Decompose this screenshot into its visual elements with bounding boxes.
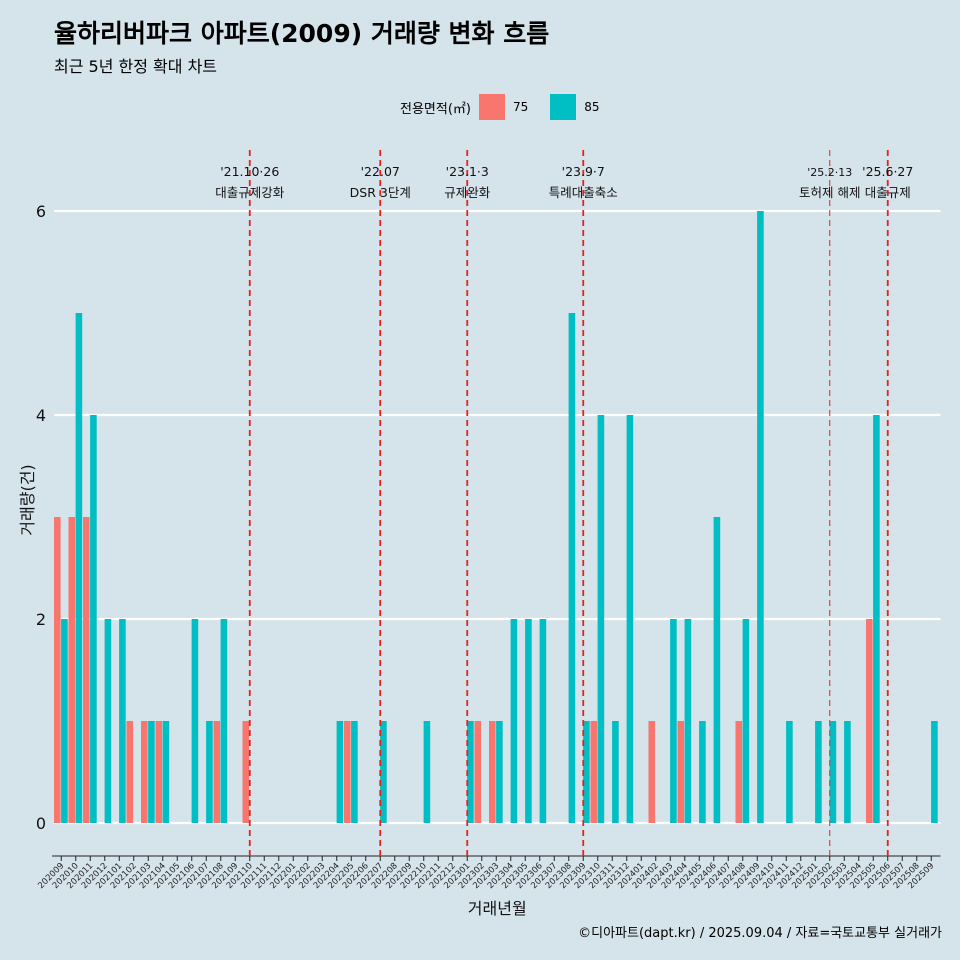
y-axis-title: 거래량(건) bbox=[18, 464, 37, 535]
bar-75-202505 bbox=[866, 619, 873, 823]
bar-85-202303 bbox=[496, 721, 503, 823]
chart-subtitle: 최근 5년 한정 확대 차트 bbox=[54, 57, 218, 76]
y-tick-label: 6 bbox=[36, 202, 46, 221]
bar-75-202009 bbox=[54, 517, 61, 823]
event-date: '23.9·7 bbox=[562, 164, 605, 179]
bar-85-202207 bbox=[380, 721, 387, 823]
y-tick-label: 0 bbox=[36, 814, 46, 833]
event-label: 토허제 해제 bbox=[799, 185, 860, 200]
bar-75-202011 bbox=[83, 517, 90, 823]
bar-85-202103 bbox=[148, 721, 155, 823]
caption: ©디아파트(dapt.kr) / 2025.09.04 / 자료=국토교통부 실… bbox=[578, 926, 942, 941]
bar-85-202312 bbox=[626, 415, 634, 823]
legend-label-75: 75 bbox=[512, 100, 529, 114]
bar-85-202502 bbox=[829, 721, 837, 823]
bar-75-202104 bbox=[155, 721, 163, 823]
bar-85-202108 bbox=[220, 619, 228, 823]
bar-85-202010 bbox=[75, 313, 83, 823]
legend-title: 전용면적(㎡) bbox=[400, 101, 471, 117]
bar-85-202204 bbox=[336, 721, 344, 823]
bar-75-202102 bbox=[126, 721, 134, 823]
bar-75-202205 bbox=[344, 721, 351, 823]
bar-85-202101 bbox=[119, 619, 126, 823]
bar-85-202304 bbox=[510, 619, 518, 823]
bar-75-202310 bbox=[590, 721, 598, 823]
bar-85-202311 bbox=[612, 721, 619, 823]
event-date: '22.07 bbox=[361, 164, 400, 179]
bar-85-202406 bbox=[713, 517, 721, 823]
bar-85-202509 bbox=[931, 721, 938, 823]
bar-75-202303 bbox=[489, 721, 496, 823]
bar-85-202306 bbox=[539, 619, 547, 823]
event-date: '21.10·26 bbox=[220, 164, 279, 179]
bar-75-202402 bbox=[648, 721, 656, 823]
bar-85-202411 bbox=[786, 721, 793, 823]
bar-75-202302 bbox=[474, 721, 482, 823]
bar-75-202408 bbox=[735, 721, 743, 823]
legend: 전용면적(㎡) 75 85 bbox=[400, 93, 622, 121]
bar-85-202501 bbox=[815, 721, 822, 823]
bar-85-202305 bbox=[525, 619, 532, 823]
bar-85-202104 bbox=[162, 721, 170, 823]
bar-85-202503 bbox=[844, 721, 851, 823]
bar-85-202408 bbox=[742, 619, 750, 823]
bar-85-202505 bbox=[873, 415, 880, 823]
bar-85-202009 bbox=[61, 619, 68, 823]
x-axis-title: 거래년월 bbox=[468, 899, 527, 918]
bar-75-202108 bbox=[213, 721, 221, 823]
bar-85-202403 bbox=[670, 619, 677, 823]
legend-swatch-85 bbox=[550, 94, 577, 120]
bar-85-202301 bbox=[467, 721, 474, 823]
y-tick-label: 2 bbox=[36, 610, 46, 629]
legend-label-85: 85 bbox=[584, 100, 600, 114]
event-label: 규제완화 bbox=[444, 185, 491, 200]
bar-85-202210 bbox=[423, 721, 431, 823]
chart-title: 율하리버파크 아파트(2009) 거래량 변화 흐름 bbox=[54, 19, 550, 48]
bar-85-202011 bbox=[90, 415, 97, 823]
bar-75-202110 bbox=[242, 721, 250, 823]
bar-85-202012 bbox=[104, 619, 112, 823]
bar-85-202106 bbox=[191, 619, 199, 823]
bar-85-202405 bbox=[699, 721, 706, 823]
y-tick-label: 4 bbox=[36, 406, 46, 425]
bar-85-202308 bbox=[568, 313, 576, 823]
event-date: '23.1·3 bbox=[446, 164, 489, 179]
bar-85-202409 bbox=[757, 211, 764, 823]
event-label: 특례대출축소 bbox=[549, 185, 618, 200]
bar-85-202107 bbox=[206, 721, 213, 823]
event-date: '25.2·13 bbox=[807, 166, 852, 179]
event-label: 대출규제 bbox=[865, 185, 911, 200]
legend-swatch-75 bbox=[478, 94, 505, 120]
bar-75-202103 bbox=[141, 721, 148, 823]
bar-85-202404 bbox=[684, 619, 692, 823]
bar-75-202010 bbox=[68, 517, 76, 823]
bar-85-202310 bbox=[597, 415, 605, 823]
bar-75-202404 bbox=[677, 721, 685, 823]
event-date: '25.6·27 bbox=[862, 164, 913, 179]
event-label: DSR 3단계 bbox=[350, 185, 411, 200]
bar-85-202309 bbox=[583, 721, 590, 823]
event-label: 대출규제강화 bbox=[215, 185, 285, 200]
bar-85-202205 bbox=[351, 721, 358, 823]
